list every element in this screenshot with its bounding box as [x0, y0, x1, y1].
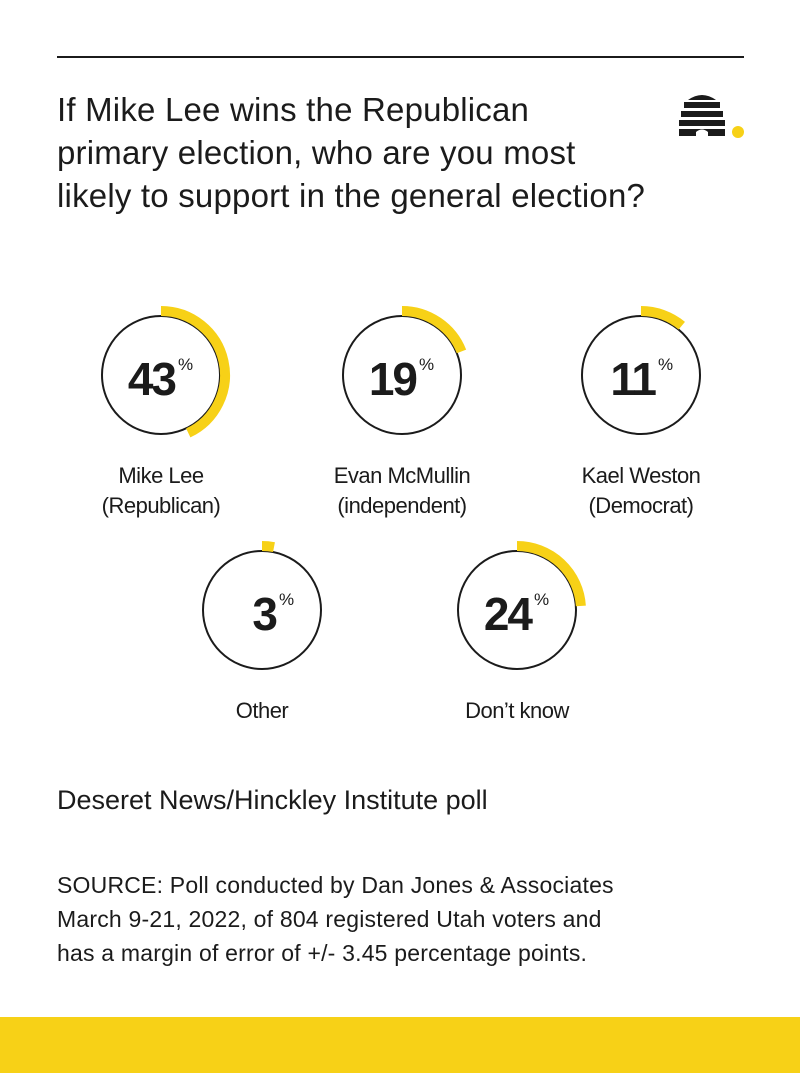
- category-label-line: Mike Lee: [118, 463, 204, 488]
- donut-arc: [401, 306, 467, 354]
- percent-sign: %: [419, 355, 435, 374]
- donut-svg: [101, 306, 701, 670]
- category-label-line: Other: [235, 698, 289, 723]
- value-label: 3: [252, 588, 278, 640]
- category-label: Mike Lee (Republican): [102, 461, 221, 521]
- source-note: SOURCE: Poll conducted by Dan Jones & As…: [57, 868, 757, 970]
- donut-arc: [261, 541, 275, 553]
- category-label-line: Evan McMullin: [333, 463, 471, 488]
- source-line: March 9-21, 2022, of 804 registered Utah…: [57, 906, 602, 932]
- category-label-line: Kael Weston: [581, 463, 701, 488]
- donut-arc: [160, 306, 230, 438]
- category-label: Don’t know: [465, 696, 569, 726]
- donut-arc: [640, 306, 685, 330]
- top-rule: [57, 56, 744, 58]
- source-line: SOURCE: Poll conducted by Dan Jones & As…: [57, 872, 614, 898]
- percent-sign: %: [178, 355, 194, 374]
- value-label: 24: [483, 588, 533, 640]
- percent-sign: %: [534, 590, 550, 609]
- category-label-line: (Democrat): [588, 493, 694, 518]
- value-label: 19: [368, 353, 418, 405]
- category-label-line: Don’t know: [465, 698, 569, 723]
- percent-sign: %: [279, 590, 295, 609]
- source-line: has a margin of error of +/- 3.45 percen…: [57, 940, 588, 966]
- category-label: Evan McMullin (independent): [334, 461, 471, 521]
- chart-title: If Mike Lee wins the Republican primary …: [57, 91, 646, 214]
- category-label: Other: [236, 696, 289, 726]
- donut-arc: [516, 541, 586, 607]
- beehive-logo-icon: [678, 92, 746, 140]
- percent-sign: %: [658, 355, 674, 374]
- footer-accent-bar: [0, 1017, 800, 1073]
- category-label-line: (Republican): [101, 493, 221, 518]
- value-label: 11: [610, 353, 657, 405]
- value-label: 43: [127, 353, 177, 405]
- donut-grid: 43% Mike Lee (Republican) 19% Evan McMullin (…: [101, 306, 701, 726]
- category-label-line: (independent): [337, 493, 467, 518]
- category-label: Kael Weston (Democrat): [582, 461, 701, 521]
- chart-subtitle: Deseret News/Hinckley Institute poll: [57, 785, 488, 815]
